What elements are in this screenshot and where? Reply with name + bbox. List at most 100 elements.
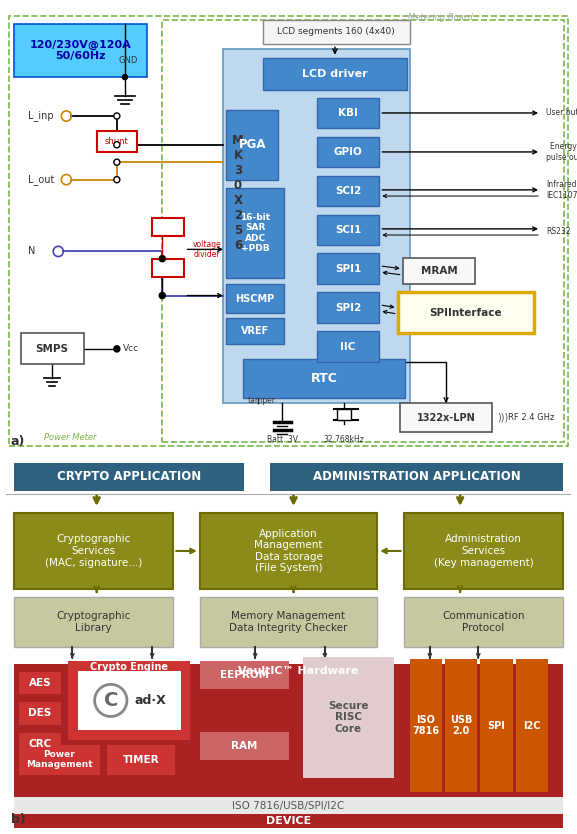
Text: shunt: shunt [105, 137, 129, 146]
Text: Application
Management
Data storage
(File System): Application Management Data storage (Fil… [254, 529, 323, 574]
Text: RS232: RS232 [546, 228, 571, 237]
Text: 16-bit
SAR
ADC
+PDB: 16-bit SAR ADC +PDB [240, 213, 270, 253]
Circle shape [159, 293, 165, 299]
Text: VREF: VREF [241, 326, 269, 336]
Text: Power Meter: Power Meter [44, 433, 96, 442]
Text: HSCMP: HSCMP [235, 294, 275, 304]
Text: tamper: tamper [248, 396, 276, 405]
Bar [96, 132, 137, 152]
Circle shape [114, 113, 120, 119]
Text: Administration
Services
(Key management): Administration Services (Key management) [433, 535, 533, 568]
Bar [14, 796, 563, 815]
Text: Energy LED
pulse outputs: Energy LED pulse outputs [546, 143, 577, 162]
Bar [19, 732, 61, 755]
Bar [403, 597, 563, 647]
Bar [226, 284, 284, 313]
Text: LCD segments 160 (4x40): LCD segments 160 (4x40) [277, 28, 395, 37]
Bar [200, 731, 288, 760]
Bar [14, 23, 147, 77]
Bar [410, 660, 442, 791]
Text: ad·X: ad·X [134, 694, 166, 707]
Bar [14, 597, 173, 647]
Bar [243, 359, 404, 398]
Bar [516, 660, 548, 791]
Bar [107, 745, 175, 775]
Bar [152, 259, 185, 277]
Text: RF 2.4 GHz: RF 2.4 GHz [508, 413, 554, 422]
Text: RAM: RAM [231, 741, 257, 751]
Bar [14, 513, 173, 589]
Bar [162, 20, 564, 442]
Text: User buttons: User buttons [546, 108, 577, 118]
Text: voltage
divider: voltage divider [193, 239, 222, 259]
Text: 1322x-LPN: 1322x-LPN [417, 413, 475, 423]
Text: Batt. 3V: Batt. 3V [267, 435, 298, 444]
Text: C: C [104, 691, 118, 710]
Bar [14, 665, 563, 805]
Text: Vcc: Vcc [123, 344, 139, 354]
Text: Cryptographic
Library: Cryptographic Library [57, 611, 131, 633]
Bar [21, 334, 84, 364]
Text: Memory Management
Data Integrity Checker: Memory Management Data Integrity Checker [229, 611, 348, 633]
Circle shape [114, 142, 120, 148]
Bar [317, 137, 379, 168]
Text: LCD driver: LCD driver [302, 69, 368, 79]
Text: Metering Board: Metering Board [407, 13, 473, 22]
Text: PGA: PGA [238, 138, 266, 151]
Bar [19, 702, 61, 725]
Text: SPI: SPI [488, 721, 505, 731]
Circle shape [122, 74, 128, 79]
Bar [398, 293, 534, 334]
Text: CRYPTO APPLICATION: CRYPTO APPLICATION [57, 470, 201, 483]
Bar [19, 745, 100, 775]
Text: ))): ))) [497, 413, 509, 423]
Text: USB
2.0: USB 2.0 [450, 715, 473, 736]
Bar [317, 175, 379, 206]
Bar [200, 661, 288, 690]
Circle shape [114, 159, 120, 165]
Text: 32.768kHz: 32.768kHz [324, 435, 365, 444]
Bar [14, 463, 244, 490]
Text: SMPS: SMPS [36, 344, 69, 354]
Text: N: N [28, 246, 35, 256]
Bar [445, 660, 477, 791]
Text: a): a) [11, 435, 25, 449]
Bar [78, 671, 181, 730]
Text: AES: AES [29, 678, 51, 688]
Text: Communication
Protocol: Communication Protocol [442, 611, 524, 633]
Bar [152, 218, 185, 236]
Text: b): b) [11, 813, 25, 826]
Bar [263, 58, 407, 90]
Circle shape [114, 177, 120, 183]
Text: DES: DES [28, 708, 52, 718]
Bar [263, 20, 410, 44]
Bar [226, 188, 284, 278]
Bar [226, 318, 284, 344]
Bar [317, 98, 379, 128]
Text: SPIInterface: SPIInterface [429, 308, 501, 318]
Bar [68, 661, 189, 740]
Bar [200, 597, 377, 647]
Text: Cryptographic
Services
(MAC, signature...): Cryptographic Services (MAC, signature..… [45, 535, 143, 568]
Circle shape [159, 255, 165, 262]
Text: SCI1: SCI1 [335, 225, 361, 235]
Text: MRAM: MRAM [421, 266, 458, 276]
Bar [480, 660, 512, 791]
Bar [317, 254, 379, 284]
Text: TIMER: TIMER [123, 755, 159, 765]
Text: Crypto Engine: Crypto Engine [90, 662, 168, 672]
Text: CRC: CRC [28, 739, 52, 749]
Text: Secure
RISC
Core: Secure RISC Core [328, 701, 368, 734]
Text: I2C: I2C [523, 721, 541, 731]
Bar [337, 409, 351, 420]
Text: ISO 7816/USB/SPI/I2C: ISO 7816/USB/SPI/I2C [233, 801, 344, 811]
Text: M
K
3
0
X
2
5
6: M K 3 0 X 2 5 6 [232, 134, 244, 252]
Text: SCI2: SCI2 [335, 186, 361, 196]
Text: L_inp: L_inp [28, 111, 54, 122]
Bar [302, 657, 394, 777]
Text: IIC: IIC [340, 342, 356, 352]
Bar [399, 404, 492, 432]
Bar [14, 814, 563, 828]
Bar [19, 672, 61, 695]
Bar [200, 513, 377, 589]
